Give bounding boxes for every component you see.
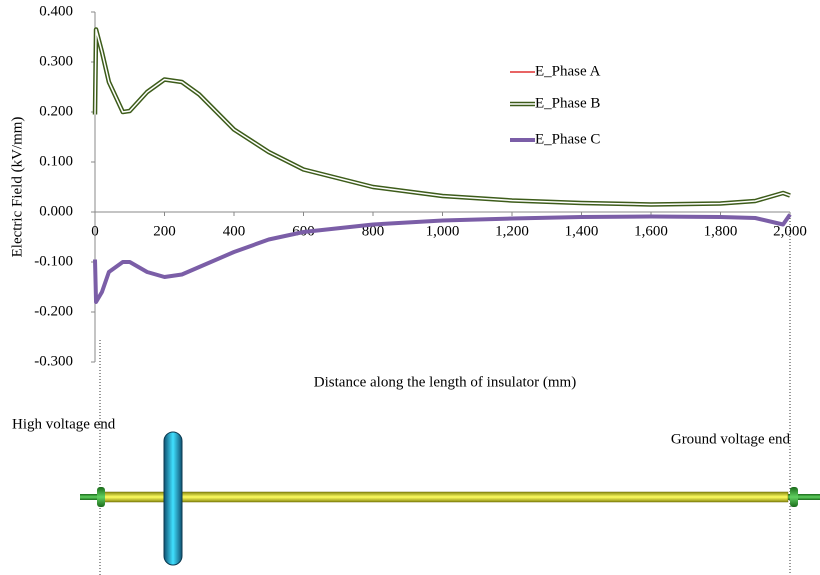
annotation: Ground voltage end	[671, 431, 791, 447]
x-axis-title: Distance along the length of insulator (…	[314, 374, 576, 390]
legend-label: E_Phase C	[535, 131, 600, 147]
rod	[101, 491, 789, 503]
series-line	[92, 27, 791, 207]
x-tick-label: 0	[91, 223, 99, 239]
legend-label: E_Phase A	[535, 63, 601, 79]
x-tick-label: 200	[153, 223, 176, 239]
x-tick-label: 800	[362, 223, 385, 239]
insulator-diagram	[80, 212, 820, 575]
y-tick-label: -0.100	[34, 253, 73, 269]
y-tick-label: 0.300	[39, 53, 73, 69]
x-tick-label: 1,800	[704, 223, 738, 239]
y-tick-label: 0.100	[39, 153, 73, 169]
x-tick-label: 1,400	[565, 223, 599, 239]
series-line-inner	[94, 28, 791, 206]
y-axis-title: Electric Field (kV/mm)	[9, 117, 25, 258]
x-tick-label: 400	[223, 223, 246, 239]
legend-label: E_Phase B	[535, 95, 600, 111]
x-tick-label: 2,000	[773, 223, 807, 239]
annotation: High voltage end	[12, 416, 116, 432]
y-tick-label: 0.200	[39, 103, 73, 119]
x-tick-label: 1,200	[495, 223, 529, 239]
y-tick-label: 0.400	[39, 3, 73, 19]
y-tick-label: -0.200	[34, 303, 73, 319]
shed	[163, 431, 183, 566]
gv-fitting	[790, 487, 798, 507]
y-tick-label: 0.000	[39, 203, 73, 219]
x-tick-label: 1,000	[426, 223, 460, 239]
y-tick-label: -0.300	[34, 353, 73, 369]
x-tick-label: 1,600	[634, 223, 668, 239]
hv-fitting	[97, 487, 105, 507]
series-line	[94, 28, 791, 206]
series-line	[93, 213, 792, 304]
